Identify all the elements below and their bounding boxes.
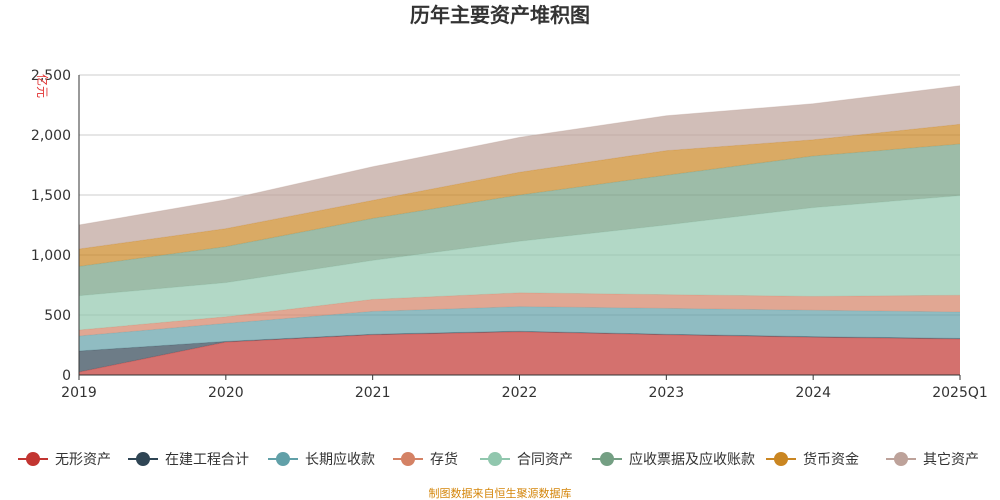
legend-marker [276, 452, 290, 466]
area-edge-7 [78, 85, 961, 226]
y-tick-label: 2,500 [31, 68, 71, 84]
legend-marker [488, 452, 502, 466]
y-tick-label: 500 [44, 308, 71, 324]
legend-label: 存货 [430, 451, 458, 468]
legend-label: 其它资产 [923, 451, 979, 468]
source-note: 制图数据来自恒生聚源数据库 [429, 486, 572, 500]
legend-item: 应收票据及应收账款 [592, 451, 755, 468]
y-tick-label: 1,000 [31, 248, 71, 264]
legend-item: 存货 [393, 451, 458, 468]
legend-item: 合同资产 [480, 452, 573, 468]
legend-marker [774, 452, 788, 466]
legend-marker [401, 452, 415, 466]
x-tick-label: 2022 [502, 385, 538, 401]
x-tick-label: 2020 [208, 385, 244, 401]
legend-label: 无形资产 [55, 452, 111, 468]
x-tick-label: 2019 [61, 385, 97, 401]
area-series-0 [79, 331, 960, 375]
x-tick-label: 2021 [355, 385, 391, 401]
x-tick-label: 2023 [649, 385, 685, 401]
legend-label: 应收票据及应收账款 [629, 451, 755, 468]
y-tick-label: 2,000 [31, 128, 71, 144]
y-tick-label: 1,500 [31, 188, 71, 204]
x-tick-label: 2025Q1 [932, 385, 988, 401]
legend-label: 长期应收款 [305, 451, 375, 468]
legend-marker [136, 452, 150, 466]
legend-item: 货币资金 [766, 451, 859, 468]
legend-marker [26, 452, 40, 466]
area-series-3 [79, 292, 960, 336]
legend-marker [894, 452, 908, 466]
area-series-4 [79, 195, 960, 330]
legend-label: 货币资金 [803, 451, 859, 468]
area-series-7 [79, 85, 960, 249]
x-tick-label: 2024 [795, 385, 831, 401]
area-series-6 [79, 124, 960, 267]
legend: 无形资产 在建工程合计 长期应收款 存货 合同资产 应收票据及应收账款 货币资金 其它资产 [18, 451, 979, 468]
y-unit-label: 亿元 [35, 74, 50, 98]
legend-item: 长期应收款 [268, 451, 375, 468]
axes: 0 500 1,000 1,500 2,000 2,500 2019 2020 2021 2022… [31, 68, 988, 401]
legend-label: 在建工程合计 [165, 452, 249, 468]
chart-title: 历年主要资产堆积图 [410, 3, 590, 27]
plot-area [78, 85, 961, 375]
legend-label: 合同资产 [517, 452, 573, 468]
legend-marker [600, 452, 614, 466]
area-series-2 [79, 306, 960, 351]
legend-item: 无形资产 [18, 452, 111, 468]
area-series-5 [79, 144, 960, 296]
legend-item: 其它资产 [886, 451, 979, 468]
y-tick-label: 0 [62, 368, 71, 384]
legend-item: 在建工程合计 [128, 452, 249, 468]
